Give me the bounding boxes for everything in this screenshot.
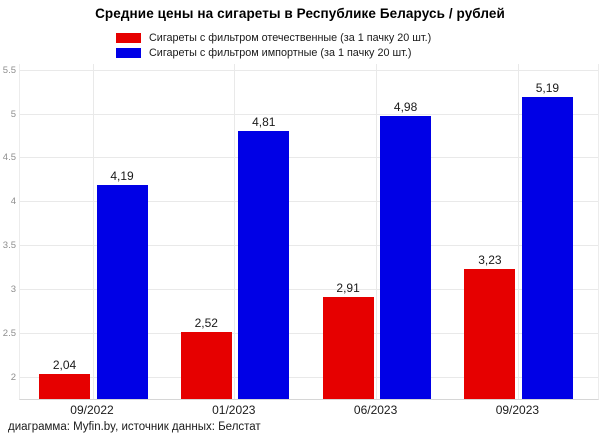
gridline-horizontal: [20, 201, 598, 203]
legend: Сигареты с фильтром отечественные (за 1 …: [116, 32, 431, 59]
gridline-horizontal: [20, 332, 598, 334]
gridline-horizontal: [20, 113, 598, 115]
gridline-horizontal: [20, 376, 598, 378]
y-axis-tick-label: 4.5: [2, 152, 16, 164]
bar-imported: [380, 115, 432, 399]
bar-value-label: 4,98: [393, 99, 418, 114]
bar-domestic: [180, 331, 232, 399]
gridline-horizontal: [20, 245, 598, 246]
legend-item-domestic: Сигареты с фильтром отечественные (за 1 …: [116, 32, 431, 44]
y-axis-tick-label: 3: [10, 283, 16, 295]
x-axis-tick-label: 09/2022: [70, 403, 114, 417]
bar-domestic: [39, 373, 90, 399]
chart-title: Средние цены на сигареты в Республике Бе…: [95, 6, 505, 21]
bar-value-label: 4,81: [252, 114, 276, 129]
gridline-vertical: [92, 64, 94, 399]
gridline-horizontal: [20, 288, 598, 290]
y-axis-tick-label: 5: [10, 108, 16, 120]
legend-item-imported: Сигареты с фильтром импортные (за 1 пачк…: [116, 47, 431, 59]
legend-swatch-imported: [116, 48, 141, 58]
gridline-horizontal: [20, 69, 598, 71]
gridline-vertical: [517, 64, 519, 399]
y-axis-tick-label: 3.5: [2, 240, 16, 251]
bar-domestic: [464, 269, 516, 399]
y-axis-tick-label: 5.5: [2, 64, 16, 76]
y-axis-tick-label: 2.5: [2, 327, 16, 339]
bar-value-label: 2,52: [194, 315, 218, 330]
legend-label: Сигареты с фильтром отечественные (за 1 …: [149, 32, 432, 44]
gridline-vertical: [376, 64, 378, 399]
bar-value-label: 2,04: [52, 357, 77, 372]
source-note: диаграмма: Myfin.by, источник данных: Бе…: [8, 421, 261, 433]
x-axis-tick-label: 06/2023: [353, 403, 398, 417]
bar-value-label: 5,19: [535, 81, 560, 96]
plot-area: 2,04 4,19 2,52 4,81 2,91 4,98 3,23 5,19: [19, 64, 599, 400]
y-axis-tick-label: 4: [10, 196, 16, 208]
x-axis-tick-label: 01/2023: [212, 403, 256, 417]
gridline-horizontal: [20, 157, 598, 159]
bar-domestic: [322, 297, 374, 399]
bar-value-label: 3,23: [478, 253, 502, 268]
bar-imported: [238, 130, 290, 399]
bar-imported: [521, 97, 573, 399]
legend-label: Сигареты с фильтром импортные (за 1 пачк…: [149, 47, 412, 59]
legend-swatch-domestic: [116, 33, 141, 43]
x-axis-tick-label: 09/2023: [495, 403, 540, 417]
bar-value-label: 4,19: [110, 169, 134, 183]
bar-value-label: 2,91: [336, 281, 360, 296]
bar-imported: [96, 185, 148, 399]
gridline-vertical: [234, 64, 236, 399]
y-axis-tick-label: 2: [10, 371, 16, 383]
